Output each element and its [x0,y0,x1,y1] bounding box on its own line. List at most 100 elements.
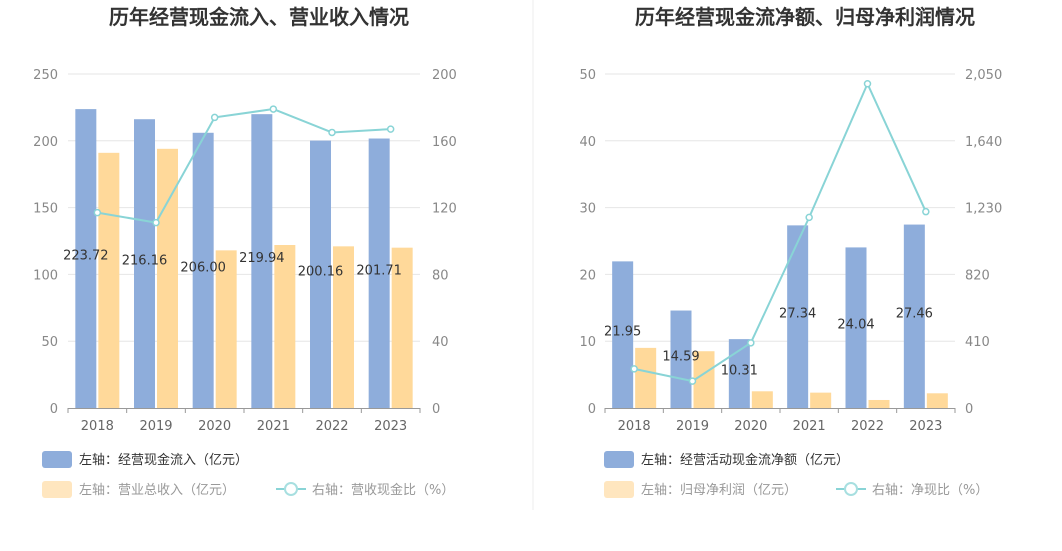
legend-label: 左轴：经营活动现金流净额（亿元） [641,452,849,468]
bar-secondary-2018[interactable] [98,152,120,408]
ratio-point-2021[interactable] [269,105,278,113]
ratio-line [633,81,927,383]
bar-secondary-2022[interactable] [333,246,354,408]
left-tick-label: 20 [579,268,596,283]
bar-cash-2018[interactable] [75,109,97,408]
data-label: 14.59 [662,349,699,364]
legend-item-cash-ratio[interactable]: 右轴：营收现金比（%） [276,482,454,498]
left-tick-label: 10 [579,335,596,350]
legend-item-net-profit[interactable]: 左轴：归母净利润（亿元） [604,481,797,498]
chart-cash-inflow-revenue: 历年经营现金流入、营业收入情况 0 50 100 150 200 250 0 40 80 120… [33,5,457,498]
x-axis: 2018 2019 2020 2021 2022 2023 [67,408,421,434]
bar-secondary-2023[interactable] [926,393,948,408]
bar-cash-2021[interactable] [787,225,809,408]
legend-item-cash-inflow[interactable]: 左轴：经营现金流入（亿元） [42,451,248,468]
legend-label: 右轴：营收现金比（%） [312,482,454,498]
left-tick-label: 50 [579,68,596,83]
series-revenue [98,148,413,409]
right-tick-label: 820 [965,268,990,283]
bar-secondary-2020[interactable] [215,250,237,408]
bar-secondary-2023[interactable] [391,247,413,408]
right-tick-label: 1,640 [965,135,1002,150]
bar-secondary-2020[interactable] [751,391,773,408]
ratio-line [97,108,391,224]
legend-swatch [42,451,72,468]
ratio-point-2019[interactable] [688,377,697,385]
ratio-point-2022[interactable] [328,128,336,137]
legend: 左轴：经营活动现金流净额（亿元） 左轴：归母净利润（亿元） 右轴：净现比（%） [604,451,988,498]
legend-item-net-cash[interactable]: 左轴：经营活动现金流净额（亿元） [604,451,849,468]
data-labels: 21.95 14.59 10.31 27.34 24.04 27.46 [604,306,933,378]
bar-cash-2018[interactable] [612,261,634,408]
ratio-point-2018[interactable] [93,208,102,217]
left-tick-label: 30 [579,202,596,217]
ratio-point-2020[interactable] [747,339,755,347]
series-net-cash [612,224,925,408]
x-tick-label: 2022 [315,419,348,434]
legend-swatch [42,481,72,498]
x-tick-label: 2022 [851,419,884,434]
x-tick-label: 2018 [81,419,114,434]
ratio-point-2023[interactable] [922,207,930,216]
chart-net-cash-profit: 历年经营现金流净额、归母净利润情况 0 10 20 30 40 50 0 410 820 1,2… [579,5,1002,498]
ratio-point-2022[interactable] [863,80,872,88]
series-cash-ratio [93,105,395,227]
bar-cash-2020[interactable] [728,339,750,408]
right-tick-label: 120 [432,202,457,217]
legend-item-net-cash-ratio[interactable]: 右轴：净现比（%） [836,482,988,498]
right-tick-label: 0 [432,402,440,417]
bar-cash-2019[interactable] [134,119,155,409]
bar-secondary-2021[interactable] [274,245,296,408]
legend-marker-icon [844,482,858,496]
right-tick-label: 0 [965,402,973,417]
left-tick-label: 0 [50,402,58,417]
bar-cash-2022[interactable] [845,247,867,408]
x-tick-label: 2023 [374,419,407,434]
data-label: 219.94 [239,251,285,266]
x-tick-label: 2019 [139,419,172,434]
data-label: 206.00 [180,260,226,275]
legend-swatch [604,481,634,498]
bar-cash-2020[interactable] [192,132,214,408]
bar-cash-2019[interactable] [670,310,692,408]
ratio-point-2023[interactable] [386,125,395,133]
chart-title: 历年经营现金流净额、归母净利润情况 [635,5,975,29]
bar-cash-2023[interactable] [368,138,390,408]
legend-label: 左轴：归母净利润（亿元） [641,483,797,498]
ratio-point-2021[interactable] [805,213,813,222]
bar-cash-2022[interactable] [310,140,331,408]
left-tick-label: 0 [588,402,596,417]
bar-cash-2023[interactable] [903,224,925,408]
bar-secondary-2018[interactable] [635,347,657,408]
ratio-point-2019[interactable] [152,218,160,227]
ratio-point-2018[interactable] [630,365,638,373]
series-net-profit [635,347,948,408]
ratio-point-2020[interactable] [210,113,219,122]
legend: 左轴：经营现金流入（亿元） 左轴：营业总收入（亿元） 右轴：营收现金比（%） [42,451,454,498]
x-tick-label: 2023 [909,419,942,434]
bar-secondary-2019[interactable] [693,351,715,408]
bar-secondary-2019[interactable] [157,148,178,409]
legend-label: 右轴：净现比（%） [872,483,988,498]
left-tick-label: 150 [33,202,58,217]
x-tick-label: 2020 [734,419,767,434]
left-tick-label: 200 [33,135,58,150]
data-label: 24.04 [837,318,874,333]
legend-item-revenue[interactable]: 左轴：营业总收入（亿元） [42,481,235,498]
right-tick-label: 80 [432,268,449,283]
left-axis: 0 10 20 30 40 50 [579,68,596,417]
x-axis: 2018 2019 2020 2021 2022 2023 [604,408,956,434]
legend-swatch [604,451,634,468]
grid-lines [605,73,955,342]
x-tick-label: 2020 [198,419,231,434]
right-tick-label: 160 [432,135,457,150]
right-tick-label: 200 [432,68,457,83]
grid-lines [68,73,420,342]
bar-cash-2021[interactable] [251,114,273,408]
bar-secondary-2021[interactable] [810,392,832,408]
right-axis: 0 40 80 120 160 200 [432,68,457,417]
data-label: 223.72 [63,249,109,264]
bar-secondary-2022[interactable] [868,399,890,408]
left-tick-label: 250 [33,68,58,83]
